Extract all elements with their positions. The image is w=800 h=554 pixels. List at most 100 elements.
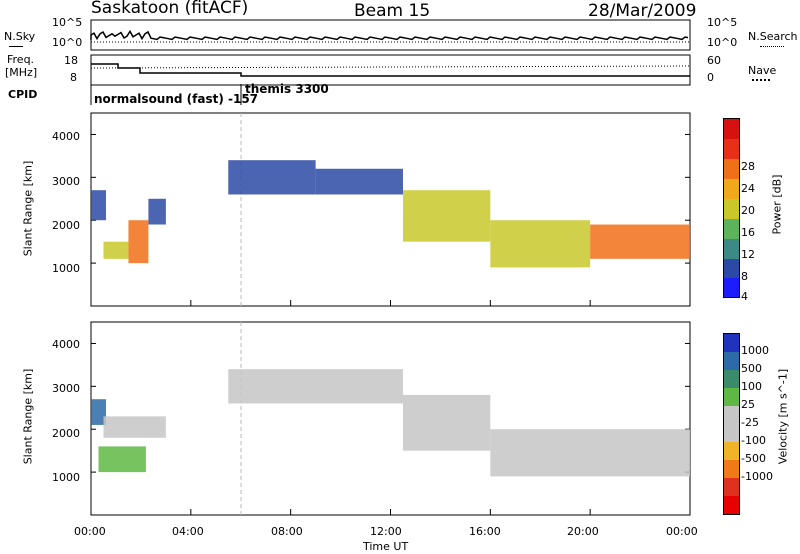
velocity-cb-tick-neg25: -25 xyxy=(741,416,759,429)
nave-line-legend xyxy=(752,79,770,81)
nsearch-label: N.Search xyxy=(748,30,798,43)
power-band-3 xyxy=(148,198,166,225)
noise-panel-frame xyxy=(90,19,691,51)
velocity-color-seg-2 xyxy=(724,370,739,388)
power-band-0 xyxy=(91,190,106,221)
power-cb-tick-4: 4 xyxy=(741,290,748,303)
power-band-5 xyxy=(315,168,403,195)
power-color-seg-0 xyxy=(724,119,739,139)
power-band-6 xyxy=(402,190,491,242)
velocity-cb-tick-neg500: -500 xyxy=(741,452,766,465)
nsky-line-legend xyxy=(9,46,23,47)
time-tick-2000: 20:00 xyxy=(567,525,599,538)
freq-unit-label: [MHz] xyxy=(5,66,38,79)
velocity-color-seg-1 xyxy=(724,352,739,370)
noise-tick-high-left: 10^5 xyxy=(52,16,83,29)
power-yaxis-title: Slant Range [km] xyxy=(21,160,35,257)
freq-line xyxy=(91,63,690,77)
time-axis-title: Time UT xyxy=(363,540,409,553)
velocity-cb-tick-neg1000: -1000 xyxy=(741,470,773,483)
velocity-color-seg-9 xyxy=(724,496,739,514)
time-tick-1600: 16:00 xyxy=(469,525,501,538)
power-cb-tick-12: 12 xyxy=(741,248,755,261)
velocity-band-3 xyxy=(228,369,403,404)
nave-tick-0: 0 xyxy=(707,71,714,84)
velocity-yaxis-title: Slant Range [km] xyxy=(21,368,35,465)
power-cb-tick-8: 8 xyxy=(741,270,748,283)
velocity-band-5 xyxy=(490,429,690,477)
nave-line xyxy=(90,65,691,69)
velocity-cb-tick-100: 100 xyxy=(741,380,762,393)
power-cb-tick-24: 24 xyxy=(741,182,755,195)
velocity-cb-tick-neg100: -100 xyxy=(741,434,766,447)
velocity-ytick-2000: 2000 xyxy=(52,427,80,440)
power-ytick-1000: 1000 xyxy=(52,262,80,275)
velocity-color-seg-4 xyxy=(724,406,739,424)
power-color-seg-5 xyxy=(724,219,739,239)
velocity-band-2 xyxy=(103,416,166,438)
beam-title: Beam 15 xyxy=(354,1,431,21)
date-title: 28/Mar/2009 xyxy=(588,1,697,21)
power-colorbar xyxy=(723,118,740,298)
noise-tick-high-right: 10^5 xyxy=(707,16,738,29)
power-cb-title: Power [dB] xyxy=(770,174,784,235)
power-band-4 xyxy=(228,160,316,195)
velocity-colorbar xyxy=(723,333,740,515)
power-ytick-4000: 4000 xyxy=(52,130,80,143)
velocity-color-seg-7 xyxy=(724,460,739,478)
velocity-band-0 xyxy=(91,399,106,425)
time-tick-2400: 00:00 xyxy=(666,525,698,538)
velocity-panel-frame xyxy=(90,321,691,516)
velocity-color-seg-5 xyxy=(724,424,739,442)
station-title: Saskatoon (fitACF) xyxy=(91,0,249,18)
velocity-color-seg-3 xyxy=(724,388,739,406)
power-cb-tick-16: 16 xyxy=(741,226,755,239)
nsky-label: N.Sky xyxy=(4,30,36,43)
noise-tick-low-right: 10^0 xyxy=(707,36,738,49)
velocity-cb-title: Velocity [m s^-1] xyxy=(776,368,790,465)
time-tick-0800: 08:00 xyxy=(271,525,303,538)
velocity-band-4 xyxy=(402,394,491,451)
velocity-color-seg-0 xyxy=(724,334,739,352)
cpid-mode-second: themis 3300 xyxy=(245,82,329,96)
velocity-cb-tick-500: 500 xyxy=(741,362,762,375)
power-cb-tick-20: 20 xyxy=(741,204,755,217)
cpid-label: CPID xyxy=(8,88,38,101)
power-color-seg-7 xyxy=(724,259,739,278)
time-tick-1200: 12:00 xyxy=(370,525,402,538)
power-band-8 xyxy=(590,224,690,259)
power-color-seg-2 xyxy=(724,159,739,179)
power-panel-frame xyxy=(90,112,691,307)
time-tick-0400: 04:00 xyxy=(172,525,204,538)
power-band-2 xyxy=(128,220,149,264)
freq-tick-18: 18 xyxy=(64,54,78,67)
nsearch-line-legend xyxy=(760,46,784,47)
velocity-cb-tick-1000: 1000 xyxy=(741,344,769,357)
power-band-1 xyxy=(103,241,129,259)
noise-tick-low-left: 10^0 xyxy=(52,36,83,49)
nave-label: Nave xyxy=(748,64,777,77)
power-color-seg-3 xyxy=(724,179,739,199)
freq-panel-frame xyxy=(90,54,691,86)
power-ytick-2000: 2000 xyxy=(52,219,80,232)
velocity-color-seg-8 xyxy=(724,478,739,496)
velocity-cb-tick-25: 25 xyxy=(741,398,755,411)
time-tick-0000: 00:00 xyxy=(74,525,106,538)
velocity-ytick-1000: 1000 xyxy=(52,471,80,484)
freq-label: Freq. xyxy=(7,53,35,66)
nave-tick-60: 60 xyxy=(707,54,721,67)
velocity-ytick-3000: 3000 xyxy=(52,382,80,395)
nsky-line xyxy=(90,29,689,41)
power-color-seg-6 xyxy=(724,239,739,259)
power-cb-tick-28: 28 xyxy=(741,160,755,173)
velocity-band-1 xyxy=(98,446,146,473)
power-color-seg-1 xyxy=(724,139,739,159)
cpid-mode-first: normalsound (fast) -157 xyxy=(94,92,259,106)
power-color-seg-4 xyxy=(724,199,739,219)
velocity-ytick-4000: 4000 xyxy=(52,338,80,351)
power-ytick-3000: 3000 xyxy=(52,175,80,188)
power-color-seg-8 xyxy=(724,278,739,297)
power-band-7 xyxy=(490,220,591,268)
velocity-color-seg-6 xyxy=(724,442,739,460)
